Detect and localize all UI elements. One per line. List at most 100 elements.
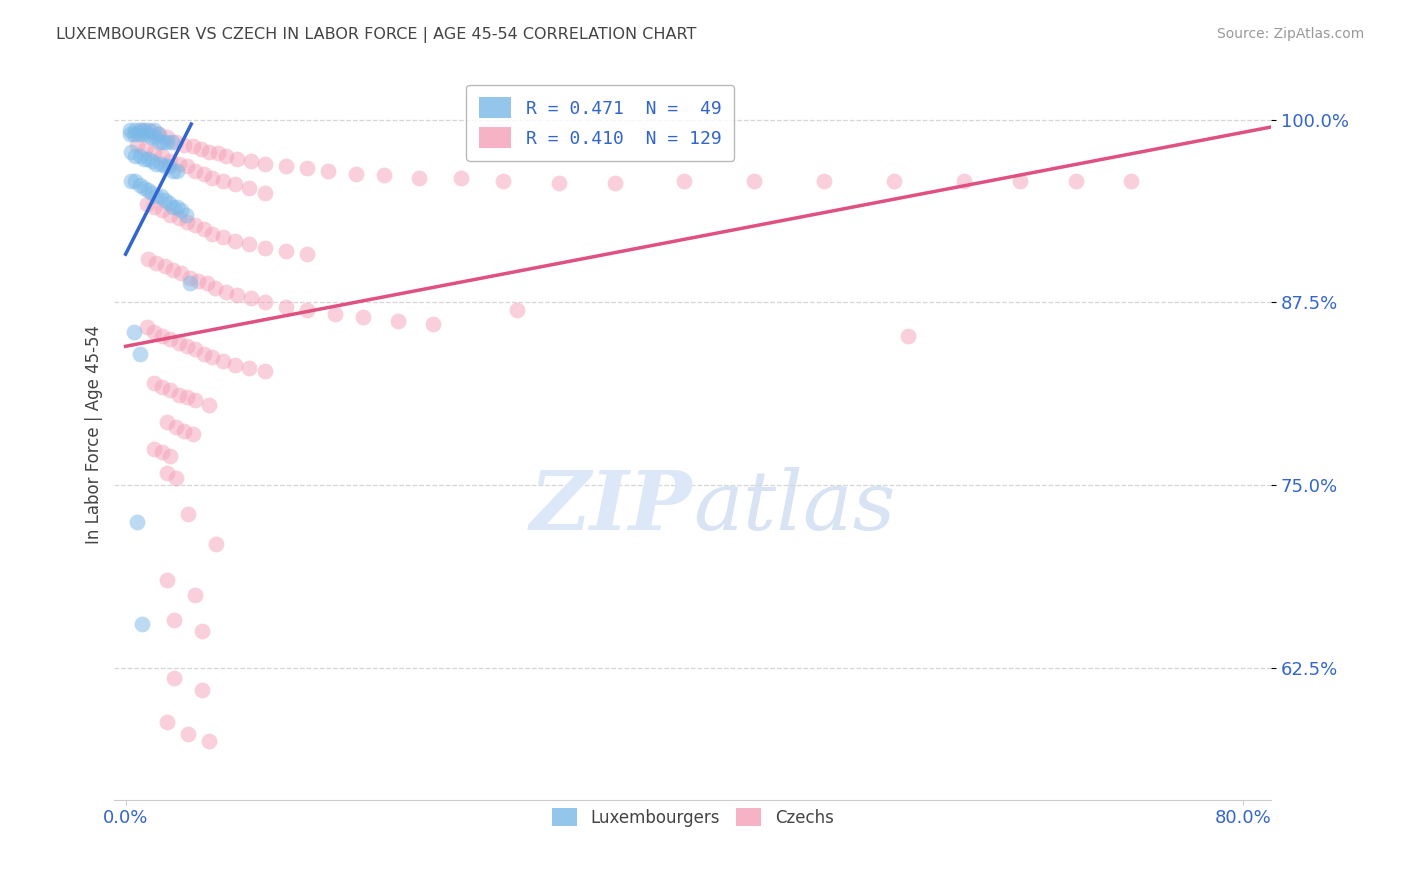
Point [422, 318, 444, 332]
Point [201, 171, 224, 186]
Point [131, 128, 153, 142]
Point [204, 281, 226, 295]
Point [143, 130, 166, 145]
Legend: Luxembourgers, Czechs: Luxembourgers, Czechs [544, 800, 842, 835]
Point [198, 398, 221, 412]
Text: atlas: atlas [693, 467, 896, 547]
Point [167, 211, 190, 225]
Point [135, 128, 157, 142]
Point [238, 181, 260, 195]
Point [276, 244, 298, 259]
Point [162, 201, 184, 215]
Point [167, 336, 190, 351]
Point [1121, 174, 1143, 188]
Point [170, 266, 193, 280]
Point [125, 515, 148, 529]
Point [167, 156, 190, 170]
Point [673, 174, 696, 188]
Point [150, 149, 173, 163]
Point [118, 128, 141, 142]
Point [603, 176, 626, 190]
Point [238, 236, 260, 251]
Point [162, 263, 184, 277]
Point [157, 196, 180, 211]
Point [124, 149, 146, 163]
Point [295, 161, 318, 175]
Point [352, 310, 374, 324]
Point [450, 171, 472, 186]
Point [159, 208, 181, 222]
Point [173, 137, 195, 152]
Point [150, 444, 173, 458]
Point [226, 288, 249, 302]
Point [276, 300, 298, 314]
Point [153, 193, 176, 207]
Point [156, 130, 179, 145]
Point [163, 613, 186, 627]
Point [201, 227, 224, 241]
Point [813, 174, 835, 188]
Point [122, 325, 145, 339]
Point [193, 346, 215, 360]
Point [167, 387, 190, 401]
Point [195, 277, 218, 291]
Point [316, 164, 339, 178]
Point [193, 167, 215, 181]
Point [187, 273, 209, 287]
Point [135, 197, 157, 211]
Point [142, 442, 165, 456]
Point [295, 302, 318, 317]
Point [165, 135, 187, 149]
Point [254, 186, 277, 200]
Point [136, 123, 159, 137]
Point [191, 624, 214, 639]
Point [136, 152, 159, 166]
Point [122, 128, 145, 142]
Point [191, 682, 214, 697]
Point [162, 164, 184, 178]
Point [141, 153, 163, 168]
Point [142, 325, 165, 339]
Point [127, 128, 149, 142]
Point [135, 320, 157, 334]
Point [238, 361, 260, 376]
Point [897, 329, 920, 343]
Point [148, 128, 170, 142]
Point [184, 588, 207, 602]
Point [159, 449, 181, 463]
Point [142, 376, 165, 390]
Point [166, 164, 188, 178]
Point [179, 277, 201, 291]
Point [215, 285, 238, 300]
Point [132, 123, 155, 137]
Point [120, 145, 142, 159]
Point [142, 123, 165, 137]
Point [184, 218, 207, 232]
Point [174, 208, 197, 222]
Point [177, 508, 200, 522]
Point [124, 123, 146, 137]
Point [148, 135, 170, 149]
Point [150, 203, 173, 218]
Point [149, 156, 172, 170]
Point [149, 188, 172, 202]
Point [165, 419, 187, 434]
Point [128, 123, 150, 137]
Point [136, 252, 159, 266]
Point [184, 343, 207, 357]
Point [212, 229, 235, 244]
Point [212, 354, 235, 368]
Point [207, 146, 229, 161]
Point [184, 393, 207, 408]
Point [212, 174, 235, 188]
Point [132, 181, 155, 195]
Point [156, 135, 179, 149]
Point [254, 364, 277, 378]
Point [1008, 174, 1031, 188]
Point [128, 346, 150, 360]
Point [132, 152, 155, 166]
Point [145, 188, 167, 202]
Point [153, 160, 176, 174]
Point [159, 332, 181, 346]
Point [142, 145, 165, 159]
